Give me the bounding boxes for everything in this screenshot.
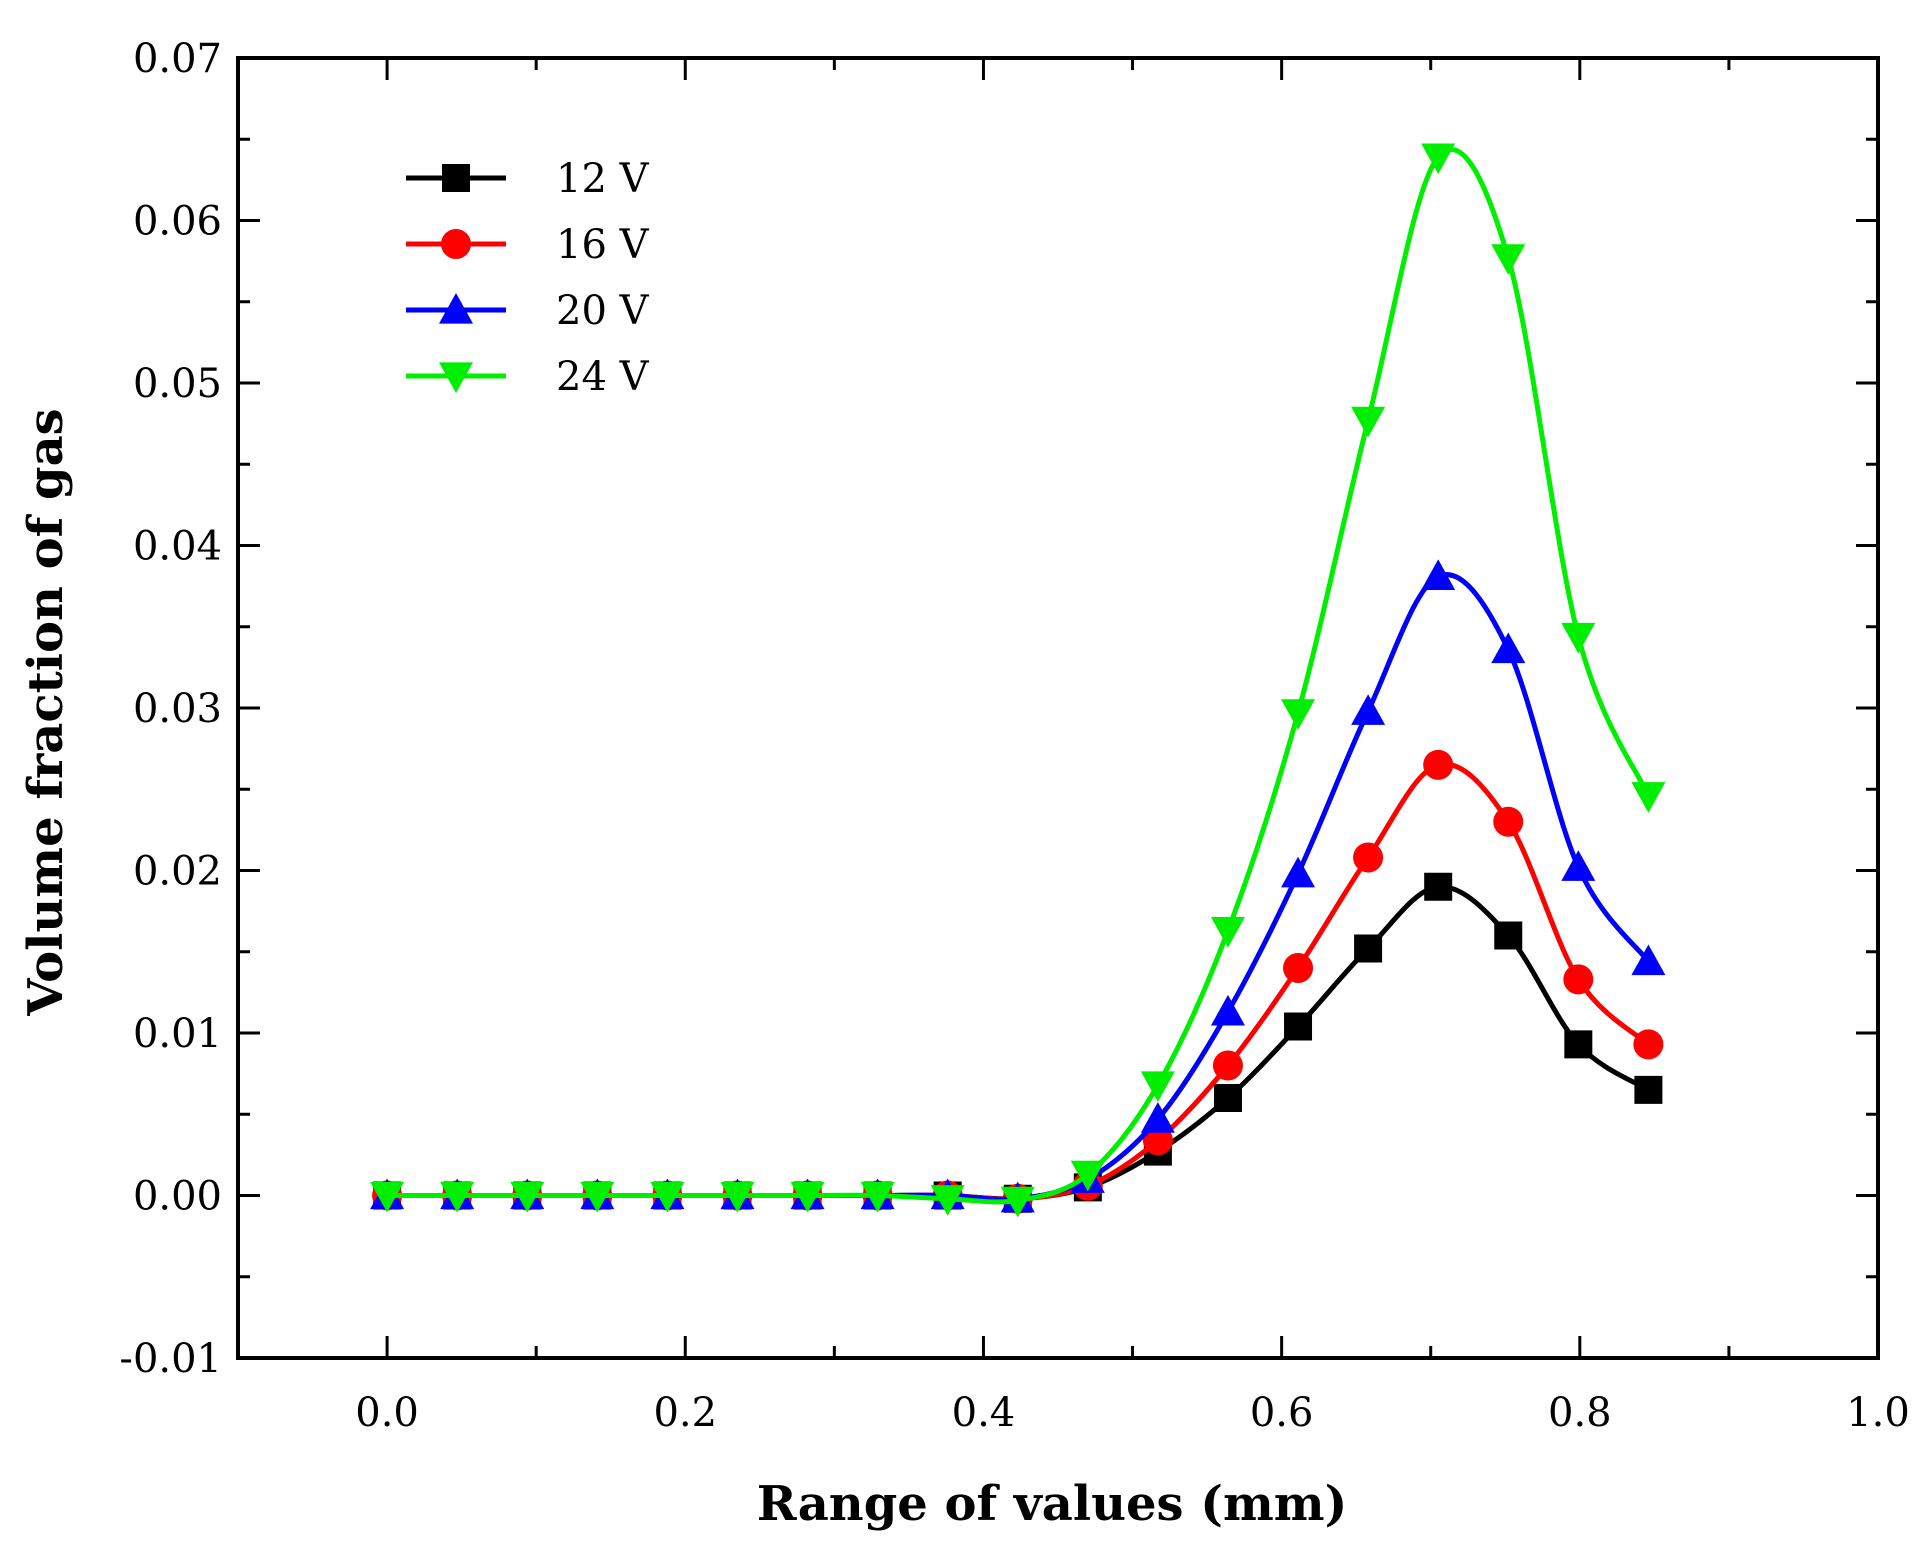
data-point-24v bbox=[1140, 1071, 1175, 1102]
data-point-24v bbox=[1421, 143, 1456, 175]
y-tick-label: 0.06 bbox=[133, 199, 222, 245]
legend-item-20v: 20 V bbox=[406, 288, 650, 334]
data-point-16v bbox=[1212, 1050, 1243, 1081]
data-point-20v bbox=[1491, 632, 1526, 664]
data-point-20v bbox=[1210, 994, 1245, 1026]
data-point-16v bbox=[1353, 842, 1384, 873]
data-point-24v bbox=[370, 1181, 405, 1213]
series-layer bbox=[370, 143, 1666, 1218]
data-point-12v bbox=[1354, 934, 1383, 963]
data-point-12v bbox=[1213, 1084, 1242, 1112]
data-point-16v bbox=[1563, 964, 1594, 995]
x-tick-label: 0.6 bbox=[1250, 1390, 1314, 1436]
legend-label-16v: 16 V bbox=[556, 222, 650, 268]
x-tick-label: 1.0 bbox=[1846, 1390, 1910, 1436]
legend-label-12v: 12 V bbox=[556, 156, 650, 202]
data-point-16v bbox=[1423, 749, 1454, 780]
data-point-24v bbox=[1000, 1186, 1035, 1218]
legend-item-24v: 24 V bbox=[406, 354, 650, 400]
legend-marker-20v bbox=[439, 293, 473, 324]
data-point-24v bbox=[790, 1181, 825, 1213]
data-point-24v bbox=[1281, 699, 1316, 730]
y-tick-label: 0.01 bbox=[133, 1011, 222, 1057]
data-point-24v bbox=[1631, 782, 1666, 813]
y-tick-label: 0.05 bbox=[133, 361, 222, 407]
data-point-12v bbox=[1284, 1012, 1313, 1041]
data-point-24v bbox=[930, 1185, 965, 1216]
x-axis-title: Range of values (mm) bbox=[757, 1476, 1348, 1532]
data-point-24v bbox=[580, 1181, 615, 1213]
data-point-12v bbox=[1634, 1075, 1663, 1104]
y-tick-label: 0.00 bbox=[133, 1174, 222, 1220]
data-point-24v bbox=[440, 1181, 475, 1213]
data-point-24v bbox=[1561, 622, 1596, 654]
legend-marker-24v bbox=[439, 362, 473, 393]
data-point-24v bbox=[860, 1181, 895, 1213]
y-tick-label: 0.03 bbox=[133, 686, 222, 732]
axes-layer: 0.0 0.2 0.4 0.6 0.8 1.0 -0.01 0.00 0.01 0.02 0.03 0… bbox=[119, 36, 1909, 1436]
series-24v bbox=[370, 143, 1666, 1218]
data-point-12v bbox=[1424, 872, 1453, 901]
y-tick-label: 0.02 bbox=[133, 849, 222, 895]
legend-label-24v: 24 V bbox=[556, 354, 650, 400]
data-point-20v bbox=[1281, 856, 1316, 888]
x-tick-label: 0.8 bbox=[1548, 1390, 1612, 1436]
data-point-20v bbox=[1631, 944, 1666, 976]
legend-marker-12v bbox=[442, 164, 470, 192]
legend-item-16v: 16 V bbox=[406, 222, 650, 268]
data-point-16v bbox=[1633, 1029, 1664, 1060]
x-tick-label: 0.4 bbox=[952, 1390, 1016, 1436]
y-tick-label: 0.07 bbox=[133, 36, 222, 82]
x-tick-label: 0.2 bbox=[653, 1390, 717, 1436]
data-point-24v bbox=[510, 1181, 545, 1213]
legend-marker-16v bbox=[441, 229, 471, 259]
data-point-12v bbox=[1494, 921, 1523, 950]
x-tick-label: 0.0 bbox=[355, 1390, 419, 1436]
data-point-20v bbox=[1561, 850, 1596, 881]
y-axis-title: Volume fraction of gas bbox=[18, 408, 74, 1016]
data-point-20v bbox=[1140, 1102, 1175, 1133]
data-point-20v bbox=[1421, 559, 1456, 590]
data-point-12v bbox=[1564, 1030, 1593, 1059]
data-point-16v bbox=[1493, 806, 1524, 837]
data-point-24v bbox=[650, 1181, 685, 1213]
data-point-20v bbox=[1351, 694, 1386, 725]
data-point-16v bbox=[1283, 953, 1314, 983]
legend-label-20v: 20 V bbox=[556, 288, 650, 334]
data-point-16v bbox=[1142, 1125, 1173, 1156]
data-point-24v bbox=[1351, 406, 1386, 438]
legend-item-12v: 12 V bbox=[406, 156, 650, 202]
y-tick-label: -0.01 bbox=[119, 1336, 222, 1382]
data-point-24v bbox=[1210, 917, 1245, 948]
legend: 12 V 16 V 20 V 24 V bbox=[406, 156, 650, 400]
y-tick-label: 0.04 bbox=[133, 524, 222, 570]
data-point-24v bbox=[1491, 244, 1526, 275]
data-point-24v bbox=[1070, 1160, 1105, 1192]
data-point-24v bbox=[720, 1181, 755, 1213]
